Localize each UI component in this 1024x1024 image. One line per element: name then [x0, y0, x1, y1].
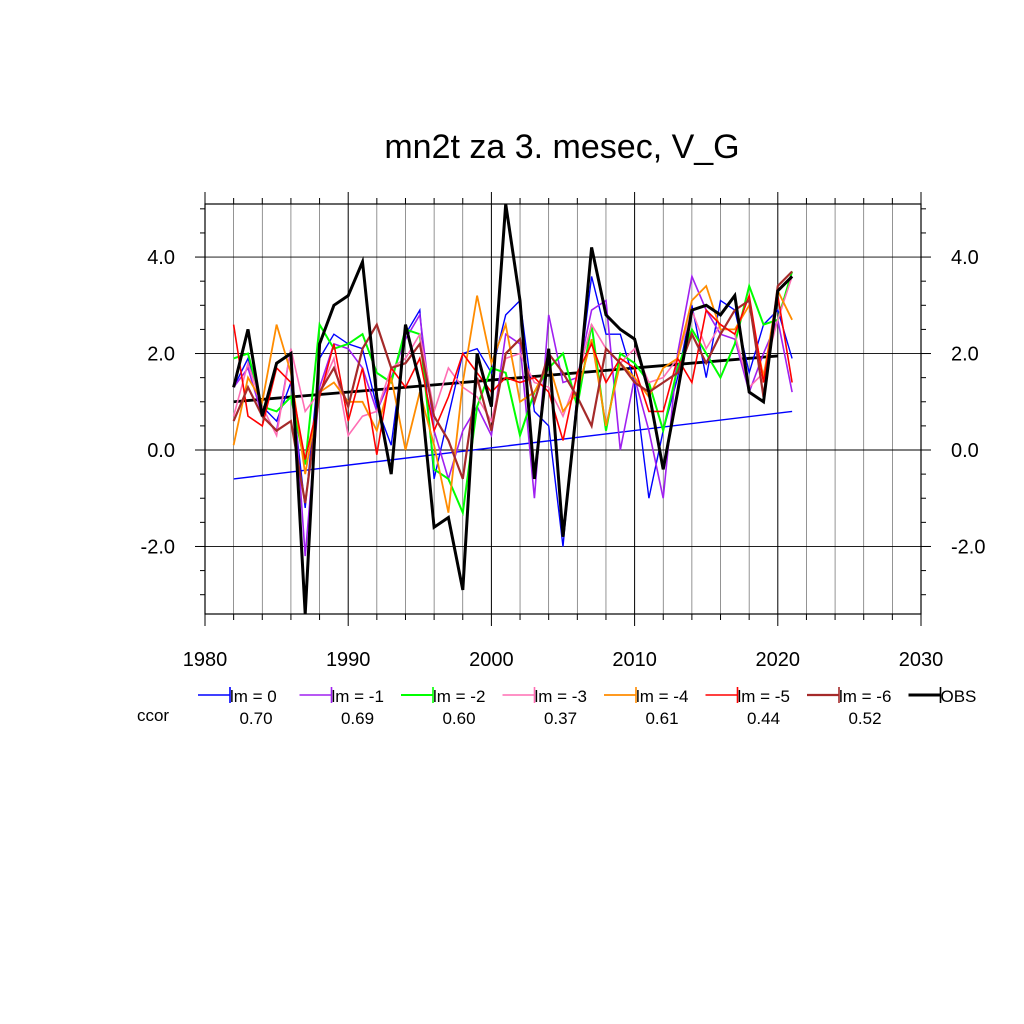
plot-frame — [204, 203, 922, 615]
ccor-value: 0.52 — [848, 709, 881, 728]
ccor-value: 0.37 — [544, 709, 577, 728]
series-line-lm-4 — [232, 284, 793, 513]
legend-label: lm = -5 — [738, 687, 790, 706]
trend-line — [233, 410, 793, 480]
series-line-lm-2 — [233, 271, 794, 517]
y-ticks: -2.0 -2.0 0.0 0.0 2.0 2.0 4.0 4.0 — [141, 208, 985, 596]
ccor-value: 0.60 — [442, 709, 475, 728]
x-tick-label: 2020 — [756, 649, 801, 671]
legend-label: lm = -1 — [332, 687, 384, 706]
legend-label: lm = -2 — [433, 687, 485, 706]
series-line-obs — [232, 203, 794, 615]
y-tick-label-right: 0.0 — [951, 440, 979, 462]
legend-label: lm = -4 — [636, 687, 688, 706]
legend: lm = 0 0.70 lm = -1 0.69 lm = -2 0.60 lm = -3 0… — [198, 687, 976, 728]
legend-label: lm = 0 — [230, 687, 277, 706]
x-tick-label: 1980 — [183, 649, 228, 671]
x-tick-label: 2010 — [612, 649, 657, 671]
series-lines — [232, 203, 794, 615]
trend-lines — [233, 354, 793, 480]
legend-label: lm = -6 — [839, 687, 891, 706]
x-tick-label: 1990 — [326, 649, 371, 671]
legend-label: lm = -3 — [535, 687, 587, 706]
ccor-value: 0.61 — [645, 709, 678, 728]
ccor-value: 0.70 — [239, 709, 272, 728]
x-ticks: 1980 1990 2000 2010 2020 2030 — [183, 192, 944, 671]
ccor-value: 0.44 — [747, 709, 780, 728]
y-tick-label-right: -2.0 — [951, 536, 985, 558]
y-tick-label: 2.0 — [147, 344, 175, 366]
trend-line — [233, 354, 778, 404]
y-tick-label: 0.0 — [147, 440, 175, 462]
y-tick-label: 4.0 — [147, 247, 175, 269]
x-tick-label: 2000 — [469, 649, 514, 671]
y-tick-label: -2.0 — [141, 536, 175, 558]
ccor-label: ccor — [137, 706, 169, 725]
ccor-value: 0.69 — [341, 709, 374, 728]
series-line-lm-3 — [232, 276, 793, 439]
x-tick-label: 2030 — [899, 649, 944, 671]
y-tick-label-right: 4.0 — [951, 247, 979, 269]
series-line-lm-6 — [232, 270, 793, 504]
y-tick-label-right: 2.0 — [951, 344, 979, 366]
legend-label: OBS — [941, 687, 977, 706]
chart-title: mn2t za 3. mesec, V_G — [384, 128, 739, 166]
